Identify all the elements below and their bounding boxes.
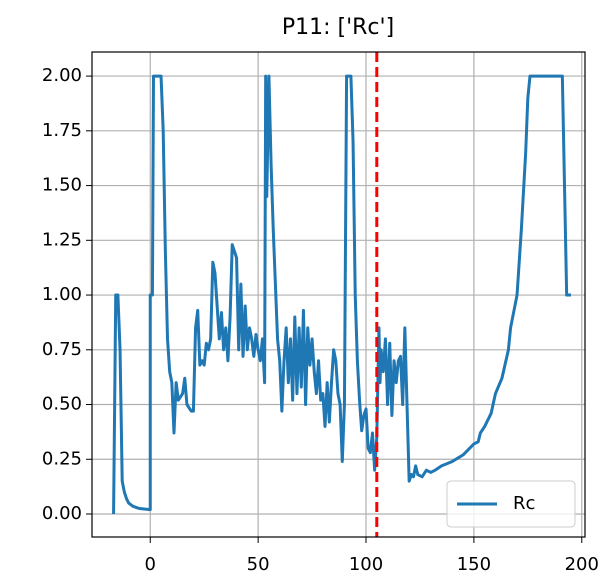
y-tick-label: 0.25 <box>42 448 82 469</box>
axes-frame <box>91 51 586 538</box>
legend-box <box>446 480 576 528</box>
legend-label: Rc <box>513 493 535 514</box>
x-tick-label: 100 <box>349 554 383 575</box>
chart-title: P11: ['Rc'] <box>282 15 394 40</box>
line <box>112 74 571 515</box>
y-tick-label: 2.00 <box>42 65 82 86</box>
y-tick-label: 1.50 <box>42 175 82 196</box>
y-tick-label: 1.25 <box>42 229 82 250</box>
y-tick-label: 0.75 <box>42 339 82 360</box>
x-tick-label: 200 <box>565 554 599 575</box>
y-tick-label: 0.00 <box>42 503 82 524</box>
y-tick-label: 0.50 <box>42 394 82 415</box>
y-tick-label: 1.00 <box>42 284 82 305</box>
x-tick-label: 150 <box>457 554 491 575</box>
y-tick-label: 1.75 <box>42 120 82 141</box>
x-tick-label: 50 <box>247 554 270 575</box>
x-tick-label: 0 <box>145 554 156 575</box>
